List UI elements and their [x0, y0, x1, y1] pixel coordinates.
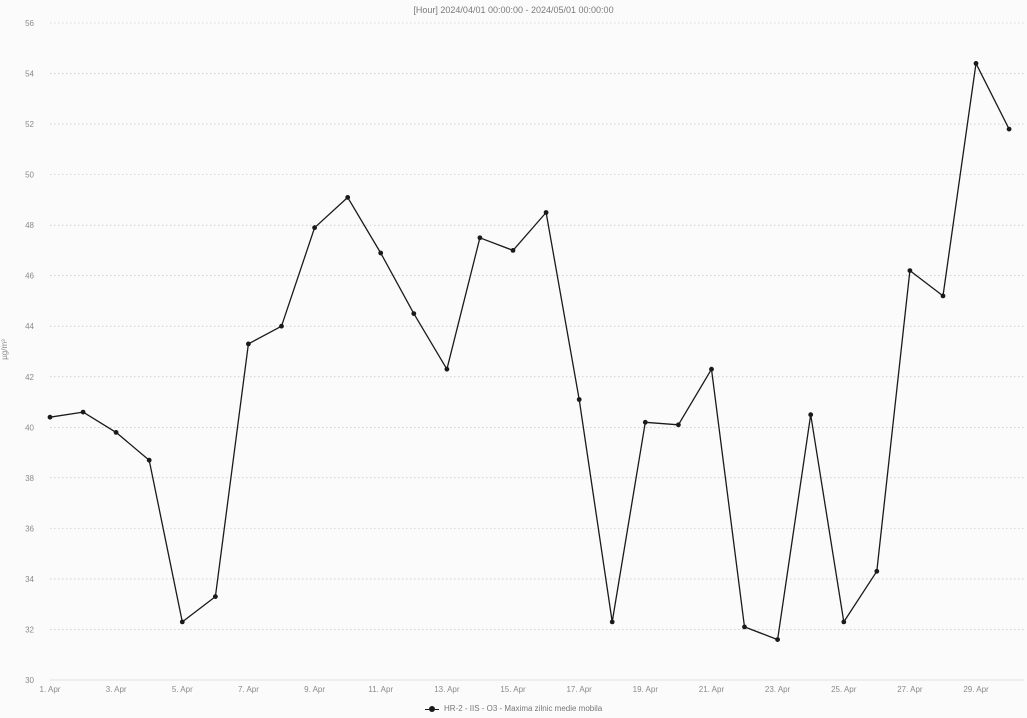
data-point	[279, 324, 284, 329]
data-point	[81, 410, 86, 415]
data-point	[114, 430, 119, 435]
legend-marker-icon	[425, 705, 439, 713]
legend[interactable]: HR-2 - IIS - O3 - Maxima zilnic medie mo…	[0, 704, 1027, 713]
data-point	[246, 342, 251, 347]
data-point	[345, 195, 350, 200]
data-point	[577, 397, 582, 402]
data-point	[1007, 127, 1012, 132]
x-tick-label: 3. Apr	[106, 685, 127, 694]
data-point	[643, 420, 648, 425]
data-point	[378, 251, 383, 256]
x-tick-label: 15. Apr	[500, 685, 526, 694]
x-tick-label: 13. Apr	[434, 685, 460, 694]
y-tick-label: 56	[25, 19, 34, 28]
x-tick-label: 25. Apr	[831, 685, 857, 694]
y-tick-label: 36	[25, 524, 34, 533]
data-point	[411, 311, 416, 316]
y-tick-label: 50	[25, 171, 34, 180]
y-tick-label: 44	[25, 322, 34, 331]
y-tick-label: 42	[25, 373, 34, 382]
data-point	[709, 367, 714, 372]
data-point	[808, 412, 813, 417]
data-point	[544, 210, 549, 215]
x-tick-label: 7. Apr	[238, 685, 259, 694]
x-tick-label: 27. Apr	[897, 685, 923, 694]
legend-label: HR-2 - IIS - O3 - Maxima zilnic medie mo…	[444, 704, 602, 713]
data-point	[312, 225, 317, 230]
data-point	[147, 458, 152, 463]
x-tick-label: 29. Apr	[963, 685, 989, 694]
x-tick-label: 5. Apr	[172, 685, 193, 694]
data-point	[676, 422, 681, 427]
data-point	[213, 594, 218, 599]
data-point	[908, 268, 913, 273]
data-point	[48, 415, 53, 420]
data-point	[445, 367, 450, 372]
y-tick-label: 48	[25, 221, 34, 230]
y-tick-label: 32	[25, 625, 34, 634]
y-tick-label: 46	[25, 272, 34, 281]
data-point	[941, 294, 946, 299]
data-point	[742, 625, 747, 630]
x-tick-label: 1. Apr	[40, 685, 61, 694]
x-tick-label: 9. Apr	[304, 685, 325, 694]
y-tick-label: 52	[25, 120, 34, 129]
y-tick-label: 40	[25, 423, 34, 432]
data-point	[511, 248, 516, 253]
x-tick-label: 17. Apr	[566, 685, 592, 694]
series-line	[50, 63, 1009, 639]
data-point	[180, 620, 185, 625]
x-tick-label: 19. Apr	[633, 685, 659, 694]
data-point	[775, 637, 780, 642]
data-point	[874, 569, 879, 574]
x-tick-label: 21. Apr	[699, 685, 725, 694]
data-point	[478, 235, 483, 240]
y-tick-label: 38	[25, 474, 34, 483]
y-tick-label: 54	[25, 70, 34, 79]
x-tick-label: 11. Apr	[368, 685, 393, 694]
data-point	[974, 61, 979, 66]
data-point	[841, 620, 846, 625]
data-point	[610, 620, 615, 625]
x-tick-label: 23. Apr	[765, 685, 791, 694]
y-tick-label: 30	[25, 676, 34, 685]
y-tick-label: 34	[25, 575, 34, 584]
